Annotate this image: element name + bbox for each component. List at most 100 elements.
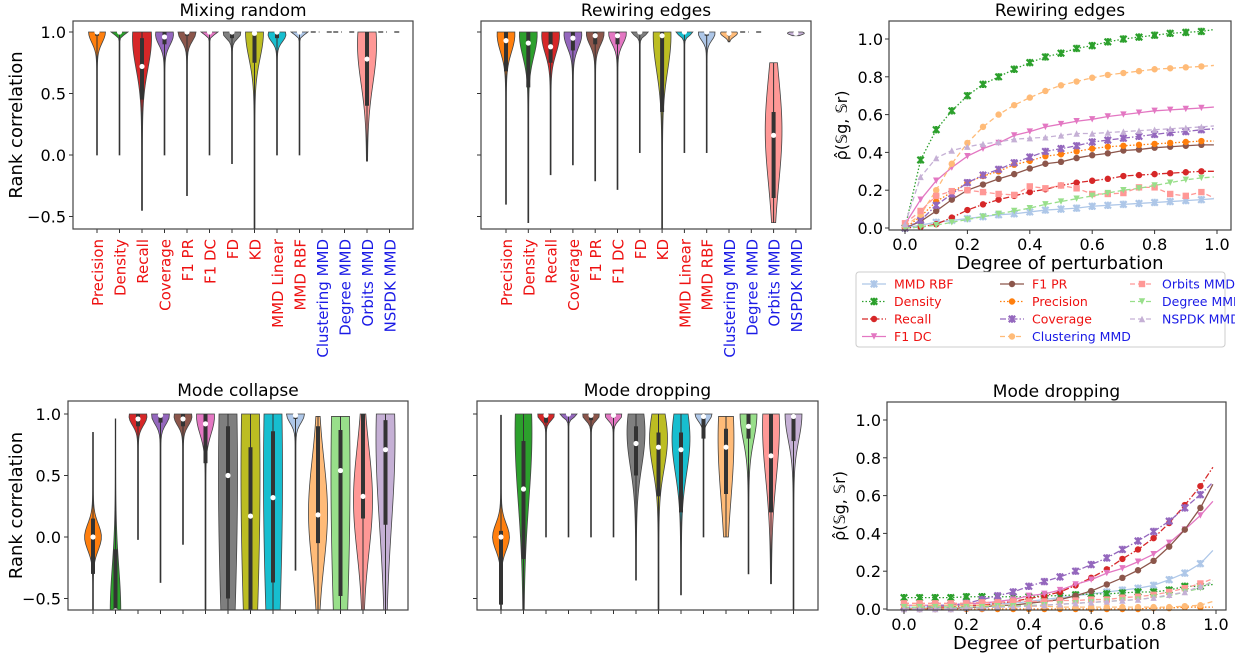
- x-tick-label: Precision: [89, 239, 107, 306]
- median-marker: [637, 29, 643, 35]
- x-tick-label: Degree MMD: [337, 239, 355, 336]
- data-point: [1104, 129, 1111, 136]
- data-point: [932, 201, 941, 210]
- data-point: [1150, 534, 1157, 542]
- violin-f1-dc: [196, 413, 215, 610]
- y-tick-label: 0.8: [858, 68, 883, 87]
- data-point: [1041, 206, 1050, 215]
- data-point: [1088, 138, 1097, 146]
- data-point: [979, 123, 987, 131]
- data-point: [1151, 126, 1158, 133]
- data-point: [1120, 187, 1127, 194]
- legend-entry: MMD RBF: [862, 277, 954, 292]
- violin-recall: [132, 31, 152, 211]
- violin-mmd-linear: [267, 29, 287, 156]
- data-point: [1134, 596, 1142, 603]
- data-point: [1057, 198, 1065, 205]
- data-point: [1041, 590, 1048, 598]
- data-point: [1026, 165, 1034, 172]
- data-point: [1197, 482, 1204, 490]
- legend-label: NSPDK MMD: [1162, 312, 1235, 327]
- violin-kd: [652, 31, 672, 229]
- data-point: [917, 196, 924, 203]
- y-tick-label: 0.5: [36, 467, 61, 486]
- median-marker: [565, 411, 572, 417]
- data-point: [1010, 598, 1017, 605]
- data-point: [1073, 130, 1080, 137]
- violin-density: [109, 29, 130, 156]
- chart-title: Rewiring edges: [581, 1, 711, 21]
- data-point: [1150, 594, 1157, 601]
- data-point: [1119, 565, 1126, 572]
- data-point: [933, 154, 940, 162]
- data-point: [1198, 168, 1205, 175]
- data-point: [1026, 188, 1034, 196]
- data-point: [1011, 191, 1018, 199]
- x-tick-label: 0.2: [954, 615, 979, 634]
- y-tick-label: 0.2: [856, 562, 881, 581]
- data-point: [901, 221, 909, 228]
- median-marker: [382, 447, 389, 453]
- data-point: [1197, 602, 1204, 609]
- data-point: [964, 143, 971, 150]
- median-marker: [678, 447, 684, 453]
- data-point: [1118, 545, 1127, 554]
- y-tick-label: 0.0: [856, 600, 881, 619]
- violin-coverage: [559, 411, 578, 538]
- data-point: [1197, 512, 1204, 519]
- data-point: [1135, 199, 1143, 208]
- y-tick-label: 0.6: [858, 106, 883, 125]
- data-point: [1089, 152, 1096, 159]
- line-panel: 0.0 0.2 0.4 0.6 0.8 1.0 0.0 0.2 0.4 0.6 0.8 1.0 Rewi…: [832, 1, 1232, 274]
- legend-label: F1 PR: [1032, 277, 1068, 292]
- x-tick-label: 0.2: [955, 235, 980, 254]
- data-point: [1025, 153, 1034, 162]
- x-tick-label: F1 PR: [179, 239, 197, 281]
- data-point: [1135, 141, 1143, 149]
- violin-mmd-linear: [263, 413, 283, 610]
- data-point: [995, 196, 1002, 203]
- data-point: [1165, 517, 1174, 526]
- legend-label: Precision: [1032, 294, 1088, 309]
- median-marker: [768, 453, 774, 459]
- data-point: [1088, 599, 1095, 606]
- violin-density: [514, 413, 533, 610]
- x-tick-label: Clustering MMD: [314, 239, 332, 358]
- data-point: [1011, 132, 1018, 139]
- axes-frame: [67, 400, 409, 611]
- median-marker: [520, 486, 527, 492]
- median-marker: [655, 444, 662, 450]
- x-tick-label: FD: [632, 239, 650, 259]
- data-point: [1182, 105, 1189, 113]
- data-point: [1135, 185, 1143, 192]
- violin-panel: Mode dropping: [473, 381, 819, 614]
- x-tick-label: 0.4: [1017, 235, 1042, 254]
- x-tick-label: F1 PR: [587, 239, 605, 281]
- median-marker: [139, 63, 145, 70]
- violin-f1-pr: [177, 29, 197, 196]
- violin-clustering-mmd: [310, 29, 334, 35]
- x-tick-label: MMD RBF: [292, 239, 310, 311]
- legend-entry: Clustering MMD: [1000, 329, 1131, 344]
- median-marker: [525, 40, 531, 46]
- median-marker: [206, 29, 213, 35]
- data-point: [1151, 140, 1158, 148]
- data-point: [1042, 201, 1049, 208]
- y-axis-label: ρ̂(𝕊g, 𝕊r): [832, 91, 851, 161]
- violin-mmd-rbf: [694, 413, 713, 538]
- median-marker: [270, 495, 276, 501]
- data-point: [1025, 592, 1032, 599]
- data-point: [900, 593, 908, 602]
- median-marker: [202, 421, 209, 427]
- data-point: [1103, 603, 1111, 611]
- data-point: [1104, 113, 1111, 120]
- data-point: [1197, 27, 1206, 36]
- data-point: [979, 213, 987, 220]
- legend-label: Degree MMD: [1162, 294, 1235, 309]
- data-point: [1057, 158, 1065, 166]
- data-point: [1150, 550, 1157, 558]
- data-point: [1073, 195, 1080, 202]
- data-point: [1150, 31, 1159, 40]
- data-point: [1119, 555, 1126, 563]
- y-tick-label: −0.5: [27, 208, 66, 227]
